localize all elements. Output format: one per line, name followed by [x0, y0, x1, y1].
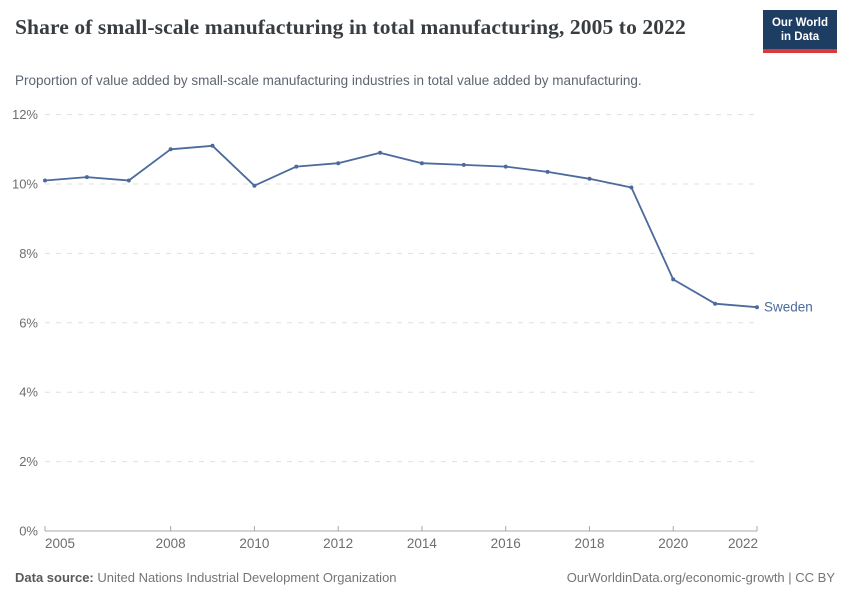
- data-point[interactable]: [713, 301, 718, 306]
- y-tick-label: 8%: [19, 246, 38, 261]
- y-tick-label: 0%: [19, 524, 38, 539]
- owid-logo-line1: Our World: [771, 17, 828, 29]
- chart-footer: Data source: United Nations Industrial D…: [15, 570, 835, 585]
- owid-logo[interactable]: Our World in Data: [762, 10, 837, 53]
- data-point[interactable]: [629, 185, 634, 190]
- x-tick-label: 2014: [407, 536, 438, 551]
- chart-subtitle: Proportion of value added by small-scale…: [15, 73, 642, 88]
- data-source-value: United Nations Industrial Development Or…: [97, 570, 397, 585]
- x-tick-label: 2016: [491, 536, 521, 551]
- data-point[interactable]: [461, 162, 466, 167]
- data-point[interactable]: [336, 161, 341, 166]
- data-line-sweden[interactable]: [44, 144, 758, 309]
- chart-title: Share of small-scale manufacturing in to…: [15, 15, 686, 39]
- data-point[interactable]: [252, 183, 257, 188]
- x-tick-label: 2005: [45, 536, 75, 551]
- data-point[interactable]: [210, 143, 215, 148]
- data-point[interactable]: [545, 169, 550, 174]
- x-tick-label: 2008: [156, 536, 186, 551]
- license-note[interactable]: OurWorldinData.org/economic-growth | CC …: [566, 570, 835, 585]
- data-point[interactable]: [671, 277, 676, 282]
- x-tick-label: 2018: [574, 536, 604, 551]
- data-point[interactable]: [587, 176, 592, 181]
- series-end-label[interactable]: Sweden: [764, 300, 813, 315]
- data-source-label: Data source:: [15, 570, 94, 585]
- owid-logo-line2: in Data: [780, 31, 820, 43]
- y-tick-label: 2%: [19, 454, 38, 469]
- x-tick-label: 2020: [658, 536, 688, 551]
- y-tick-label: 4%: [19, 385, 38, 400]
- data-point[interactable]: [126, 178, 131, 183]
- x-tick-label: 2022: [728, 536, 758, 551]
- data-source: Data source: United Nations Industrial D…: [15, 570, 397, 585]
- data-point[interactable]: [168, 147, 173, 152]
- data-point[interactable]: [378, 150, 383, 155]
- data-point[interactable]: [43, 178, 47, 183]
- data-point[interactable]: [294, 164, 299, 169]
- x-tick-label: 2010: [239, 536, 269, 551]
- y-tick-label: 12%: [12, 107, 38, 122]
- data-point[interactable]: [755, 305, 759, 310]
- data-point[interactable]: [503, 164, 508, 169]
- data-point[interactable]: [419, 161, 424, 166]
- y-tick-label: 6%: [19, 315, 38, 330]
- line-chart-svg[interactable]: 0% 2% 4% 6% 8% 10% 12% 2005 2008 2010 2012 2014 2016…: [0, 100, 850, 558]
- y-tick-label: 10%: [12, 177, 38, 192]
- x-tick-label: 2012: [323, 536, 353, 551]
- data-point[interactable]: [84, 175, 89, 180]
